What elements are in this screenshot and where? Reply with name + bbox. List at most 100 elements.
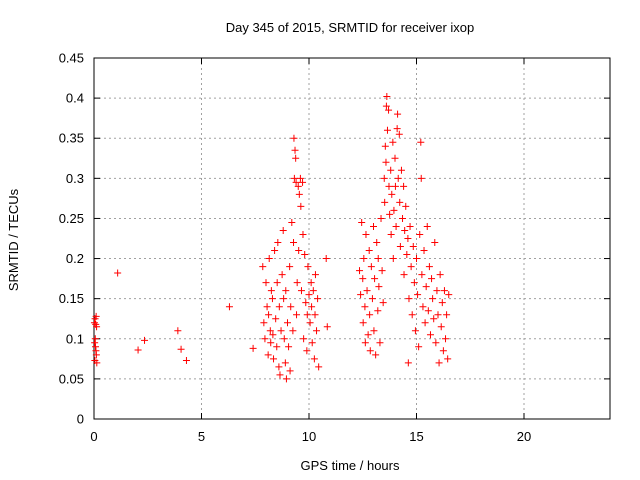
data-point: [416, 230, 424, 238]
data-point: [374, 255, 382, 263]
data-point: [429, 295, 437, 303]
data-point: [262, 279, 270, 287]
data-point: [373, 239, 381, 247]
x-tick-label: 20: [517, 429, 531, 444]
data-point: [359, 275, 367, 283]
data-point: [286, 263, 294, 271]
data-point: [285, 343, 293, 351]
data-point: [265, 311, 273, 319]
data-point: [300, 335, 308, 343]
data-point: [306, 319, 314, 327]
y-tick-label: 0.1: [66, 331, 84, 346]
data-point: [91, 339, 99, 347]
y-tick-label: 0.35: [59, 131, 84, 146]
data-point: [276, 371, 284, 379]
data-point: [407, 263, 415, 271]
data-point: [360, 255, 368, 263]
data-point: [275, 303, 283, 311]
data-point: [308, 339, 316, 347]
data-point: [182, 356, 190, 364]
data-point: [290, 174, 298, 182]
data-point: [442, 335, 450, 343]
data-point: [419, 303, 427, 311]
data-point: [381, 198, 389, 206]
data-point: [363, 287, 371, 295]
data-point: [282, 287, 290, 295]
data-point: [366, 311, 374, 319]
data-point: [401, 226, 409, 234]
grid-lines: [94, 58, 610, 419]
data-point: [382, 102, 390, 110]
x-axis-label: GPS time / hours: [301, 458, 400, 473]
data-point: [431, 239, 439, 247]
data-point: [278, 271, 286, 279]
data-point: [290, 134, 298, 142]
data-point: [264, 351, 272, 359]
data-point: [408, 311, 416, 319]
data-point: [303, 347, 311, 355]
y-tick-label: 0.15: [59, 291, 84, 306]
data-point: [383, 93, 391, 101]
data-point: [311, 271, 319, 279]
data-point: [313, 327, 321, 335]
data-point: [356, 267, 364, 275]
data-point: [270, 355, 278, 363]
data-point: [293, 311, 301, 319]
data-point: [114, 269, 122, 277]
data-point: [421, 319, 429, 327]
data-point: [400, 182, 408, 190]
data-point: [434, 311, 442, 319]
y-axis-label: SRMTID / TECUs: [6, 188, 21, 291]
data-point: [93, 323, 101, 331]
data-point: [426, 331, 434, 339]
data-point: [409, 243, 417, 251]
data-point: [444, 355, 452, 363]
data-point: [93, 359, 101, 367]
data-point: [406, 222, 414, 230]
data-point: [286, 367, 294, 375]
data-point: [389, 255, 397, 263]
data-point: [266, 327, 274, 335]
data-point: [92, 343, 100, 351]
data-point: [387, 230, 395, 238]
data-point: [281, 359, 289, 367]
data-point: [379, 299, 387, 307]
data-point: [277, 327, 285, 335]
data-point: [385, 182, 393, 190]
data-point: [370, 222, 377, 230]
data-point: [382, 158, 390, 166]
data-point: [288, 218, 296, 226]
data-point: [249, 344, 257, 352]
data-point: [92, 351, 100, 359]
x-tick-label: 5: [198, 429, 205, 444]
data-point: [375, 283, 383, 291]
data-point: [322, 255, 330, 263]
data-point: [297, 202, 305, 210]
data-point: [303, 311, 311, 319]
data-point: [413, 255, 420, 263]
data-point: [323, 323, 331, 331]
data-point: [290, 239, 298, 247]
data-point: [420, 247, 428, 255]
data-point: [267, 287, 275, 295]
data-point: [424, 307, 432, 315]
data-points: [90, 93, 453, 383]
data-point: [273, 279, 281, 287]
data-point: [397, 166, 405, 174]
data-point: [225, 303, 233, 311]
data-point: [269, 331, 277, 339]
data-point: [362, 230, 370, 238]
data-point: [315, 363, 323, 371]
data-point: [414, 291, 422, 299]
data-point: [391, 154, 399, 162]
data-point: [287, 303, 295, 311]
data-point: [432, 339, 440, 347]
data-point: [428, 275, 436, 283]
data-point: [284, 319, 291, 327]
data-point: [314, 295, 322, 303]
data-point: [359, 319, 367, 327]
data-point: [403, 251, 411, 259]
data-point: [440, 287, 448, 295]
data-point: [395, 130, 403, 138]
data-point: [415, 343, 423, 351]
